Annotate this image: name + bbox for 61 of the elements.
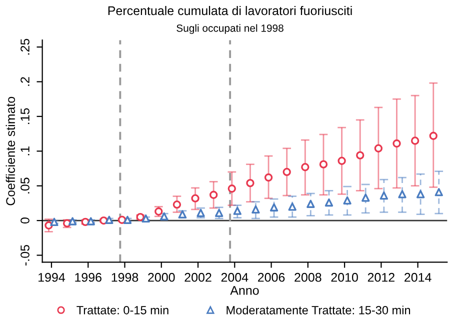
point <box>100 216 108 225</box>
point <box>392 139 401 148</box>
point <box>172 200 182 209</box>
point <box>252 205 260 214</box>
point <box>434 188 443 196</box>
x-tick-label: 2000 <box>148 272 175 282</box>
x-tick-label: 2002 <box>184 272 212 282</box>
y-tick-label: -.05 <box>20 245 30 266</box>
point <box>319 160 328 168</box>
point <box>233 206 242 215</box>
point <box>50 218 58 226</box>
point <box>44 221 53 230</box>
point <box>86 217 95 226</box>
chart-subtitle: Sugli occupati nel 1998 <box>176 24 284 34</box>
x-tick-label: 2012 <box>368 272 394 282</box>
x-tick-label: 1994 <box>38 272 66 282</box>
point <box>191 194 200 202</box>
point <box>410 136 420 145</box>
point <box>105 216 114 224</box>
chart-title: Percentuale cumulata di lavoratori fuoriusciti <box>108 6 352 16</box>
x-tick-label: 2008 <box>294 272 322 282</box>
y-tick-label: .2 <box>20 77 30 86</box>
x-axis-title: Anno <box>230 286 259 295</box>
x-tick-label: 2006 <box>258 272 285 282</box>
point <box>123 216 132 224</box>
y-tick-label: .15 <box>20 108 30 124</box>
point <box>416 190 425 198</box>
y-tick-label: 0 <box>20 218 30 224</box>
point <box>324 198 334 207</box>
point <box>338 156 346 165</box>
point <box>374 144 383 152</box>
point <box>343 196 352 205</box>
point <box>301 163 310 172</box>
point <box>270 203 278 212</box>
y-axis-title: Coefficiente stimato <box>6 96 16 206</box>
point <box>356 151 364 160</box>
point <box>398 190 406 198</box>
point <box>228 184 236 193</box>
point <box>362 194 370 202</box>
point <box>306 200 315 208</box>
point <box>246 178 254 188</box>
point <box>214 208 224 217</box>
point <box>142 214 150 223</box>
x-tick-label: 2014 <box>404 272 432 282</box>
point <box>264 173 273 182</box>
point <box>209 190 218 199</box>
y-tick-label: .25 <box>20 38 30 55</box>
x-tick-label: 2004 <box>221 272 248 282</box>
x-tick-label: 1998 <box>112 272 138 282</box>
point <box>282 168 291 176</box>
y-tick-label: .1 <box>20 146 30 156</box>
point <box>380 191 388 200</box>
legend-label: Moderatamente Trattate: 15-30 min <box>226 306 410 314</box>
y-tick-label: .05 <box>20 178 30 194</box>
point <box>118 216 126 224</box>
x-tick-label: 1996 <box>75 272 102 282</box>
x-tick-label: 2010 <box>331 272 358 282</box>
point <box>429 132 438 140</box>
legend-label: Trattate: 0-15 min <box>76 306 168 314</box>
point <box>288 202 296 211</box>
point <box>68 217 77 226</box>
